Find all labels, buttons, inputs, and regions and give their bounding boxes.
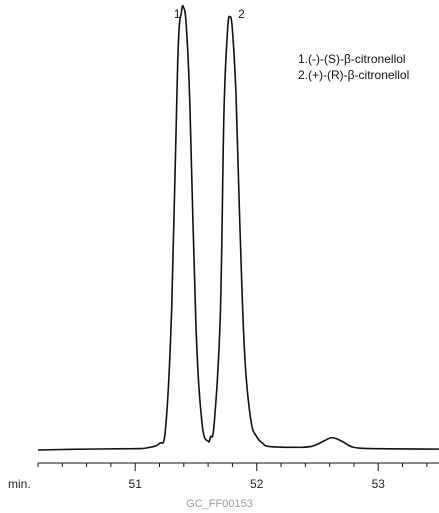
x-axis-unit-label: min. [8,477,31,491]
legend-item-2: 2.(+)-(R)-β-citronellol [298,68,409,82]
x-tick-label: 51 [129,477,143,491]
legend-item-1: 1.(-)-(S)-β-citronellol [298,52,406,66]
x-axis-tick-labels: 51 52 53 [129,477,386,491]
peak-label-2: 2 [238,7,245,21]
trace-layer [37,4,439,451]
series-line-1 [37,4,439,451]
chart-code: GC_FF00153 [186,498,253,510]
x-tick-label: 52 [250,477,264,491]
peak-label-1: 1 [174,7,181,21]
legend: 1.(-)-(S)-β-citronellol 2.(+)-(R)-β-citr… [298,52,409,82]
x-axis-ticks [37,463,428,471]
x-tick-label: 53 [372,477,386,491]
